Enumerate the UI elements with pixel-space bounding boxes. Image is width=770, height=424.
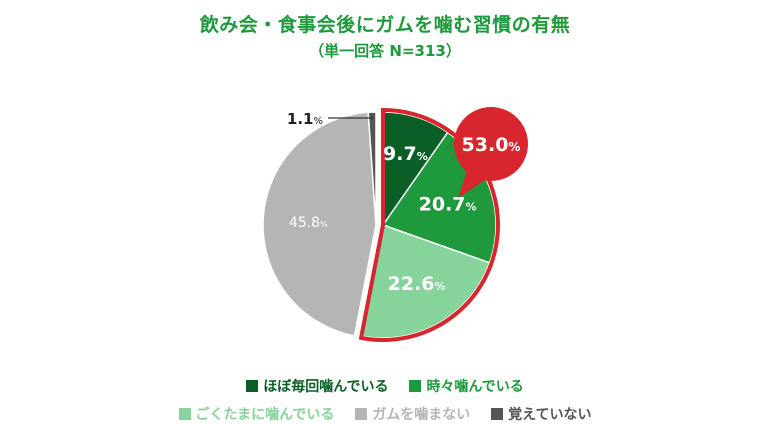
legend-label: ほぼ毎回噛んでいる: [263, 379, 389, 395]
legend-swatch: [246, 380, 259, 392]
data-label-unit: %: [435, 280, 446, 293]
pie-slice-rarely: [360, 224, 491, 339]
callout-unit: %: [508, 140, 520, 154]
legend-swatch: [355, 408, 368, 420]
legend-swatch: [409, 380, 422, 392]
data-label-sometimes: 20.7%: [419, 193, 477, 215]
legend-label: 時々噛んでいる: [426, 379, 524, 395]
legend-label: ガムを噛まない: [372, 407, 471, 423]
data-label-unit: %: [417, 150, 428, 163]
pie-chart: 9.7% 20.7% 22.6% 45.8% 1.1% 53.0%: [262, 107, 528, 342]
data-label-unit: %: [320, 220, 328, 229]
legend-row-2: ごくたまに噛んでいる ガムを噛まない 覚えていない: [0, 404, 770, 424]
callout-bubble: [454, 107, 528, 181]
legend-item-dont-remember: 覚えていない: [491, 404, 591, 424]
chart-subtitle: （単一回答 N=313）: [309, 42, 461, 60]
pie-slice-never: [262, 111, 377, 337]
data-label-every-time: 9.7%: [383, 143, 428, 165]
legend-swatch: [178, 408, 191, 420]
legend-item-every-time: ほぼ毎回噛んでいる: [246, 376, 389, 396]
leader-line-dont-remember: [328, 116, 373, 119]
legend-label: 覚えていない: [508, 407, 592, 423]
legend-label: ごくたまに噛んでいる: [195, 407, 335, 423]
legend-swatch: [491, 408, 504, 420]
legend-row-1: ほぼ毎回噛んでいる 時々噛んでいる: [0, 376, 770, 396]
data-label-unit: %: [313, 116, 323, 127]
chart-title: 飲み会・食事会後にガムを噛む習慣の有無: [199, 14, 571, 36]
legend-item-never: ガムを噛まない: [355, 404, 470, 424]
legend-item-rarely: ごくたまに噛んでいる: [178, 404, 335, 424]
data-label-never: 45.8%: [289, 215, 328, 231]
data-label-unit: %: [466, 200, 477, 213]
legend-item-sometimes: 時々噛んでいる: [409, 376, 524, 396]
pie-slice-dont-remember: [367, 111, 377, 226]
highlight-outline: [358, 107, 500, 342]
data-label-rarely: 22.6%: [388, 273, 446, 295]
data-label-dont-remember: 1.1%: [287, 110, 323, 128]
callout-value: 53.0%: [462, 134, 521, 156]
